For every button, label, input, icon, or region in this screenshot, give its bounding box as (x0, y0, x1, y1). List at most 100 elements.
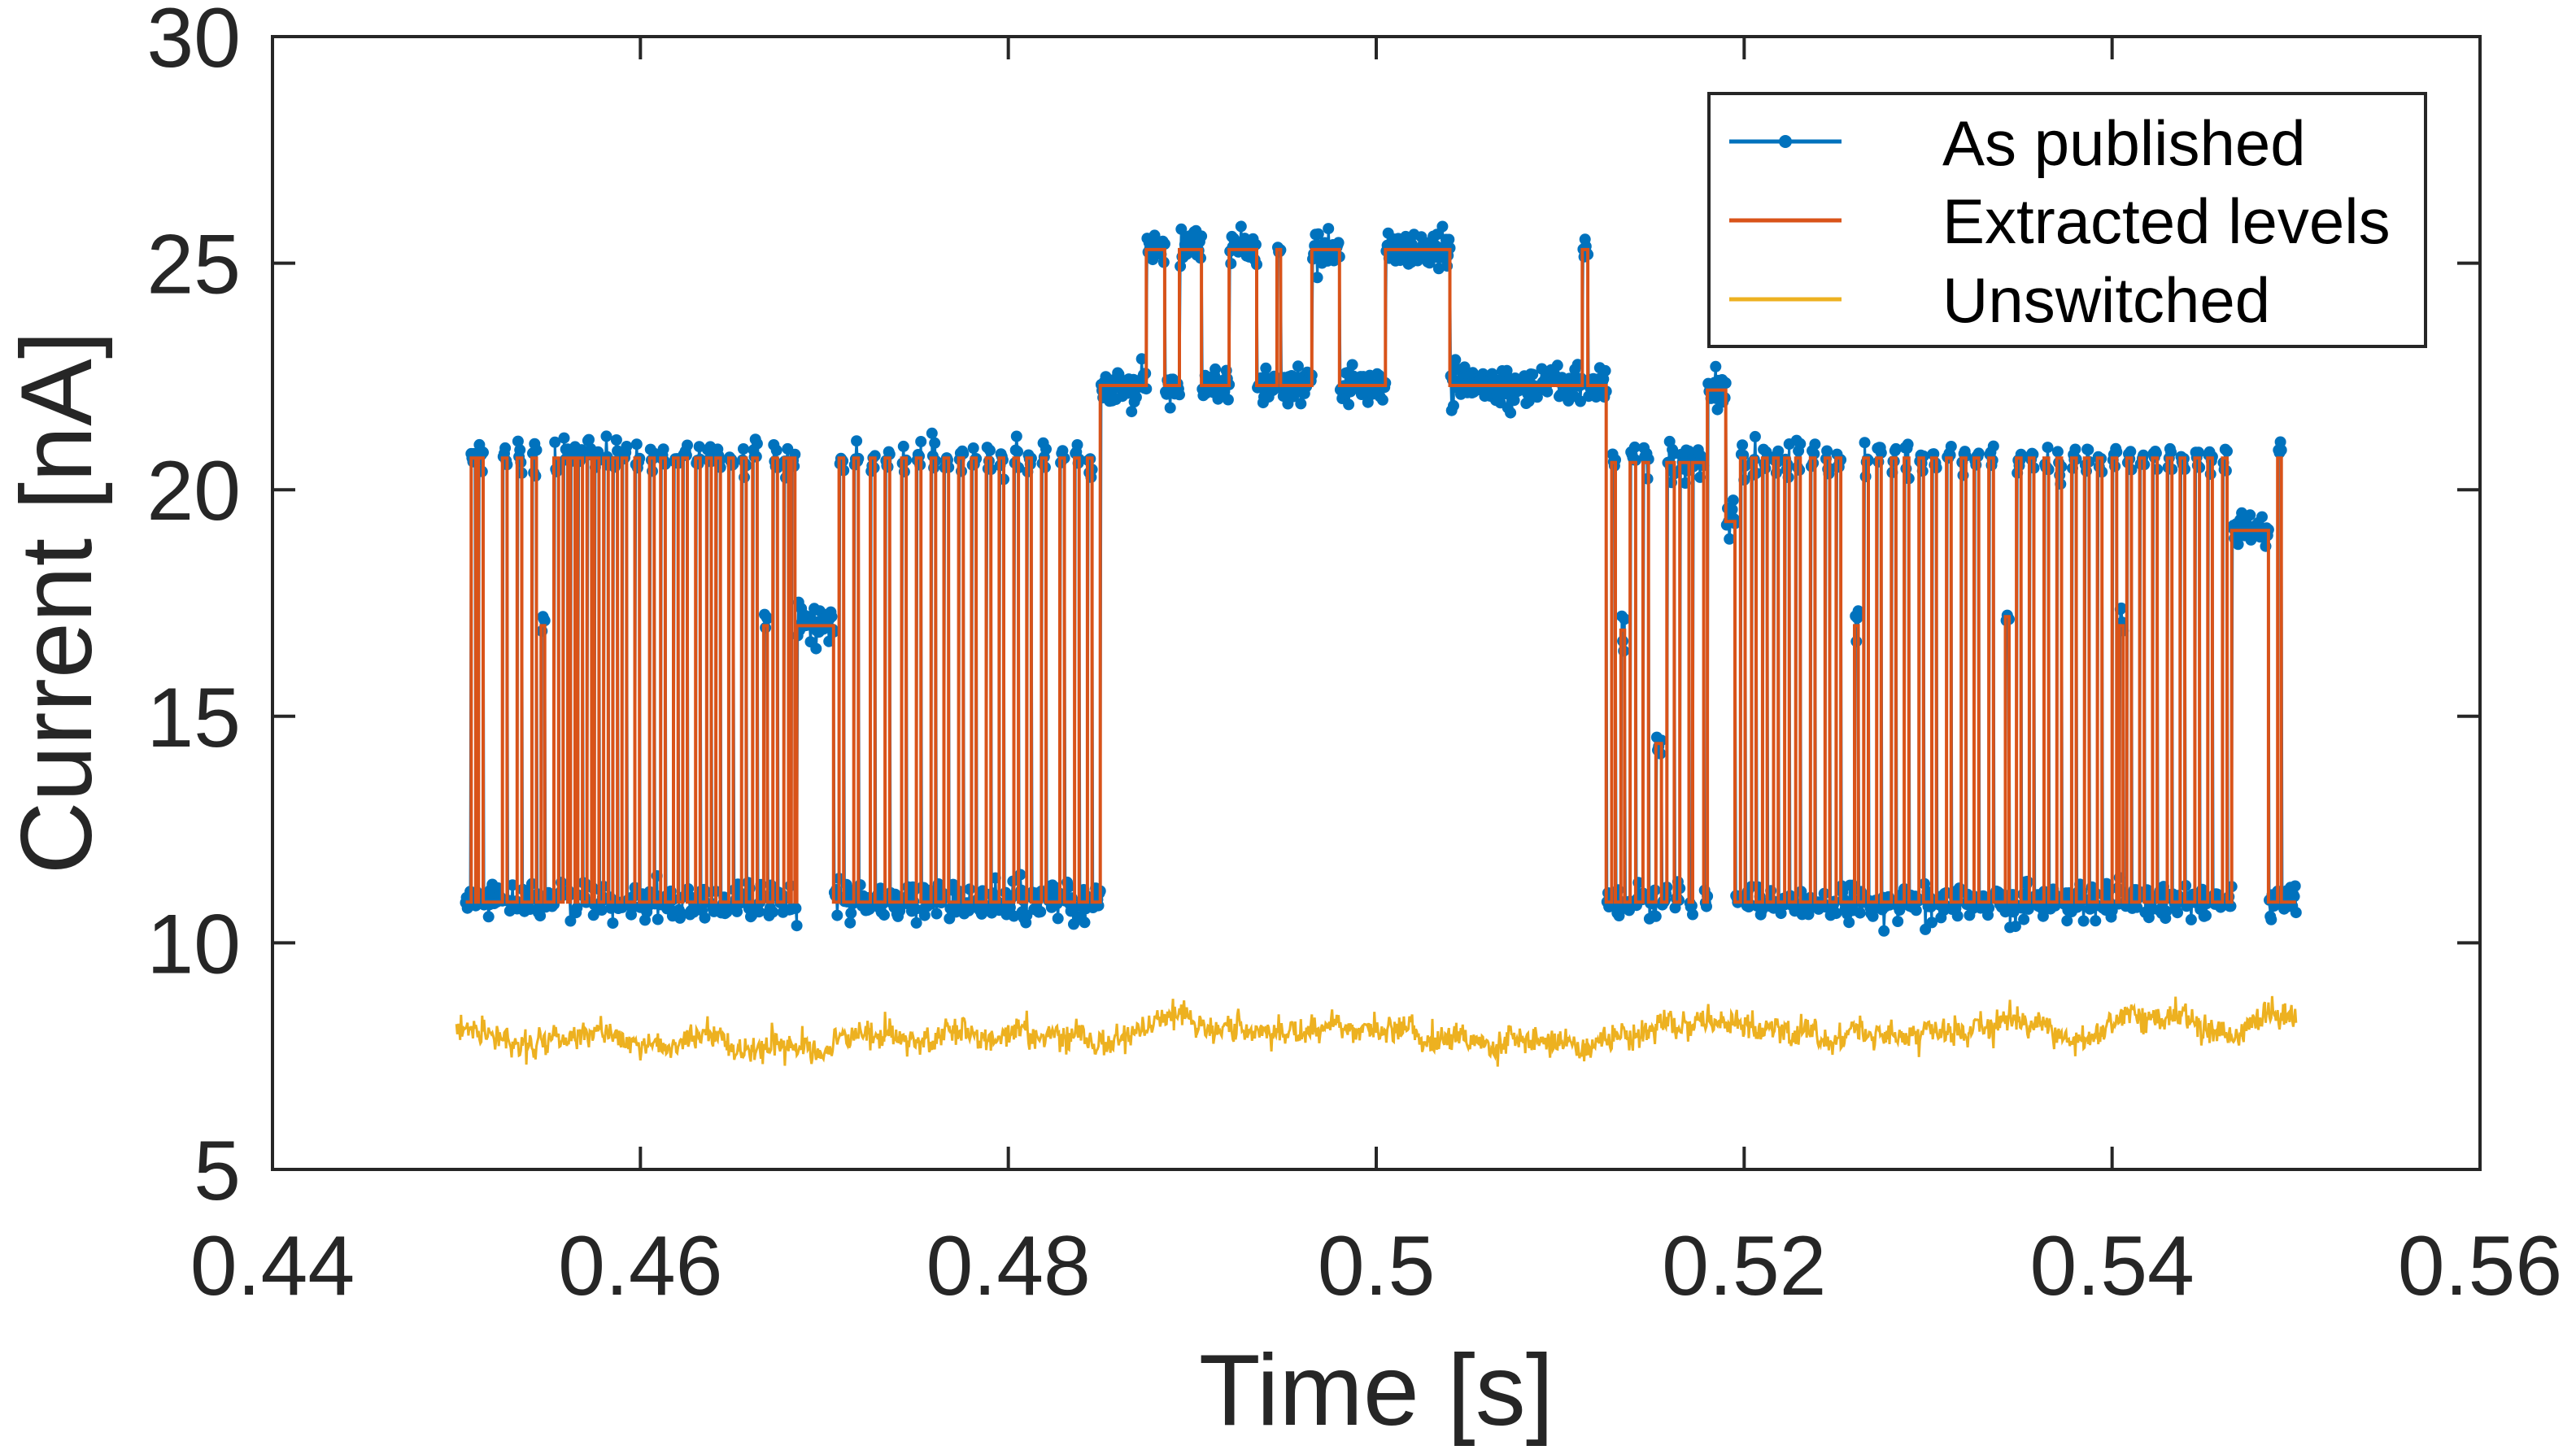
legend: As published Extracted levels Unswitched (1707, 92, 2427, 348)
as-published-point (964, 883, 976, 895)
as-published-point (2193, 446, 2204, 459)
as-published-point (1724, 533, 1736, 545)
as-published-point (538, 615, 551, 627)
as-published-point (630, 438, 643, 451)
as-published-point (1249, 238, 1262, 250)
as-published-point (607, 917, 619, 930)
as-published-point (1126, 406, 1138, 418)
as-published-point (2018, 913, 2030, 925)
as-published-point (1772, 445, 1785, 457)
as-published-point (587, 909, 599, 921)
as-published-point (1069, 901, 1081, 913)
unswitched-line (455, 995, 2298, 1067)
x-tick-label: 0.52 (1662, 1219, 1826, 1313)
legend-marker-as-published (1779, 135, 1792, 148)
as-published-point (1854, 907, 1866, 919)
as-published-point (492, 882, 504, 894)
as-published-point (1617, 635, 1629, 647)
y-tick-label: 20 (146, 444, 241, 538)
as-published-point (918, 909, 931, 921)
as-published-point (595, 904, 608, 916)
y-tick-label: 10 (146, 897, 241, 991)
as-published-point (482, 911, 495, 923)
as-published-point (1343, 398, 1355, 411)
as-published-point (1260, 362, 1272, 374)
as-published-point (1448, 399, 1459, 411)
x-tick-labels: 0.44 0.46 0.48 0.5 0.52 0.54 0.56 (190, 1219, 2562, 1313)
as-published-point (600, 430, 612, 442)
as-published-point (610, 434, 622, 446)
as-published-point (1878, 925, 1890, 937)
as-published-point (1619, 613, 1631, 625)
as-published-point (2244, 509, 2256, 521)
as-published-point (499, 442, 512, 454)
as-published-point (1292, 360, 1304, 372)
as-published-point (826, 611, 838, 623)
as-published-point (823, 635, 835, 647)
as-published-point (1527, 368, 1539, 381)
as-published-point (1174, 389, 1185, 401)
as-published-point (915, 436, 927, 447)
as-published-point (770, 444, 782, 456)
as-published-point (2265, 913, 2277, 925)
as-published-point (1802, 908, 1815, 921)
as-published-point (1726, 503, 1738, 516)
as-published-point (2116, 602, 2127, 614)
as-published-point (1902, 438, 1914, 451)
as-published-point (2037, 910, 2049, 922)
as-published-point (791, 920, 803, 932)
as-published-point (926, 427, 938, 439)
as-published-point (851, 435, 863, 447)
as-published-point (767, 906, 779, 918)
as-published-point (2200, 909, 2212, 921)
as-published-point (1063, 881, 1075, 893)
as-published-point (1311, 272, 1323, 284)
as-published-point (2290, 907, 2302, 919)
as-published-point (931, 908, 943, 920)
as-published-point (1376, 394, 1388, 406)
as-published-point (753, 906, 765, 918)
as-published-point (831, 909, 843, 921)
as-published-point (2009, 921, 2021, 933)
as-published-point (512, 435, 524, 447)
as-published-point (1196, 230, 1208, 242)
as-published-point (845, 907, 857, 919)
as-published-point (2051, 446, 2064, 458)
as-published-point (1749, 430, 1761, 442)
legend-label-unswitched: Unswitched (1942, 264, 2270, 336)
as-published-point (738, 443, 749, 455)
as-published-point (571, 902, 583, 914)
as-published-point (1571, 359, 1584, 371)
as-published-point (1079, 917, 1091, 929)
as-published-point (2125, 446, 2137, 458)
as-published-point (1071, 439, 1083, 451)
as-published-point (2090, 915, 2102, 927)
as-published-point (676, 908, 688, 920)
y-axis-label: Current [nA] (1, 331, 113, 875)
as-published-point (2160, 905, 2173, 917)
as-published-point (878, 909, 890, 921)
as-published-point (1505, 407, 1517, 419)
as-published-point (1850, 635, 1863, 647)
as-published-point (558, 432, 570, 444)
series-unswitched (455, 995, 2298, 1067)
x-tick-label: 0.54 (2029, 1219, 2194, 1313)
extracted-levels-line (465, 247, 2296, 904)
as-published-point (1983, 902, 1995, 914)
as-published-point (2185, 913, 2197, 925)
as-published-point (790, 902, 802, 914)
x-tick-label: 0.56 (2398, 1219, 2562, 1313)
as-published-point (1809, 438, 1821, 451)
as-published-point (583, 433, 595, 446)
as-published-point (1987, 440, 1999, 452)
as-published-point (1890, 442, 1902, 455)
as-published-point (1794, 438, 1807, 450)
as-published-point (810, 642, 822, 655)
as-published-point (1040, 443, 1052, 455)
as-published-point (897, 440, 909, 452)
as-published-point (1727, 494, 1739, 507)
as-published-point (1436, 220, 1449, 233)
as-published-point (1443, 233, 1455, 246)
as-published-point (1775, 908, 1787, 920)
